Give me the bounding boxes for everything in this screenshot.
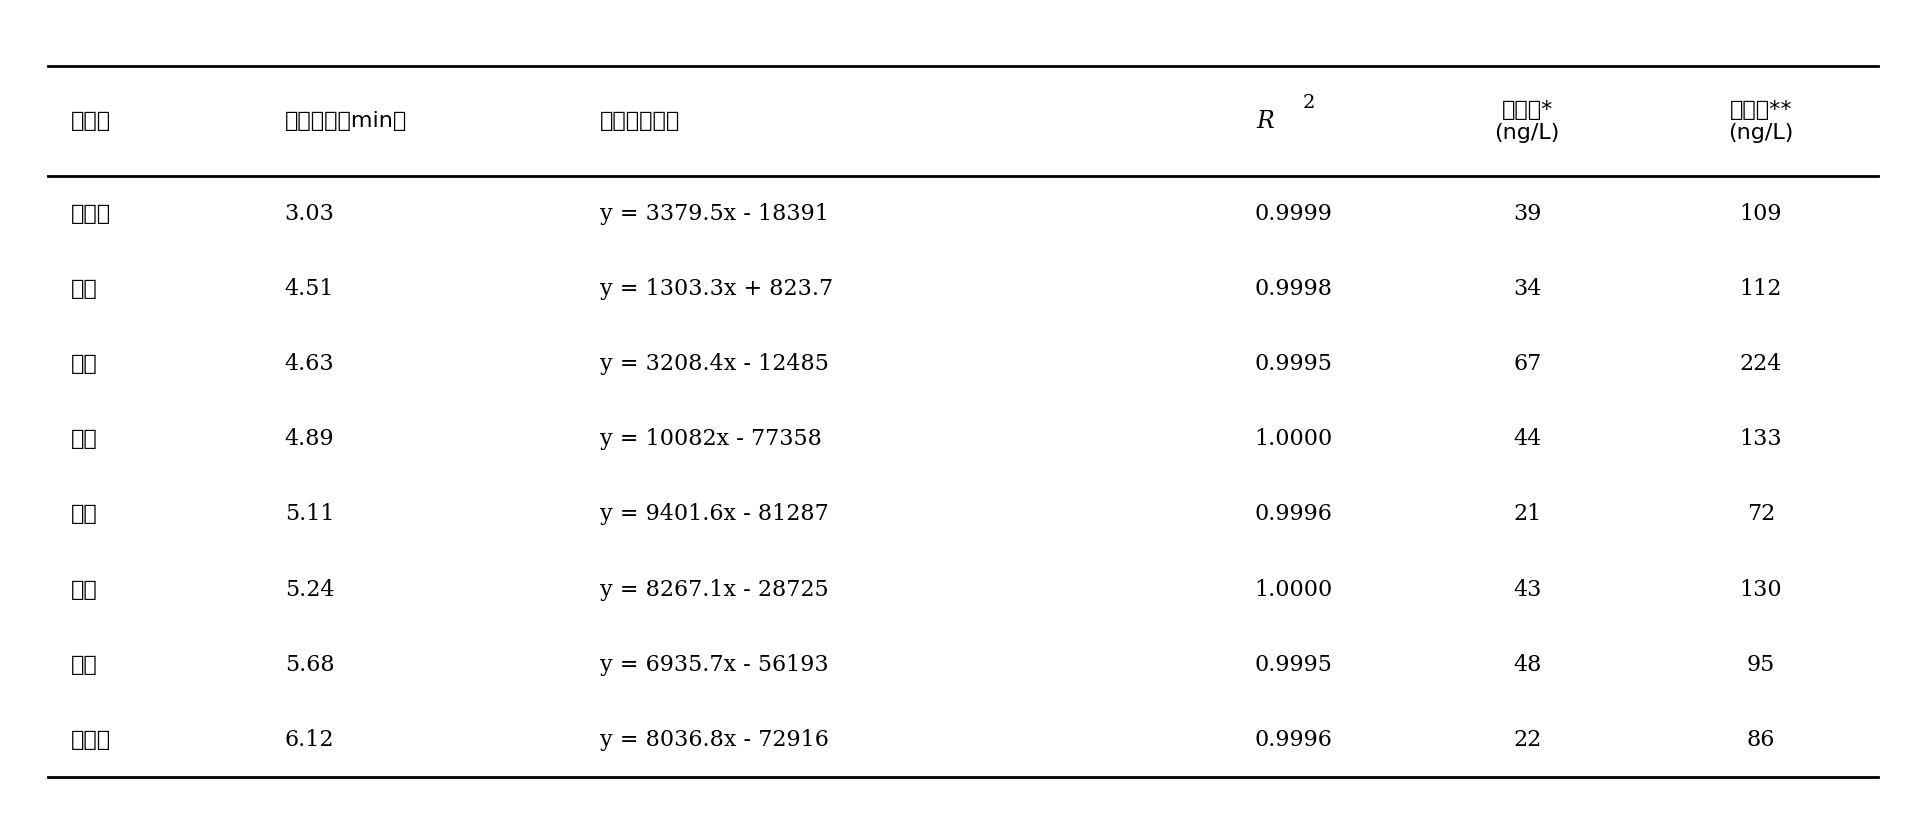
Text: R: R (1256, 110, 1275, 133)
Text: 0.9999: 0.9999 (1254, 203, 1333, 225)
Text: 72: 72 (1747, 504, 1776, 525)
Text: 4.63: 4.63 (285, 353, 335, 375)
Text: 39: 39 (1514, 203, 1541, 225)
Text: 组胺: 组胺 (71, 655, 98, 675)
Text: 43: 43 (1514, 579, 1541, 600)
Text: 尸胺: 尸胺 (71, 504, 98, 524)
Text: 色胺: 色胺 (71, 279, 98, 299)
Text: 4.51: 4.51 (285, 278, 335, 300)
Text: y = 3379.5x - 18391: y = 3379.5x - 18391 (599, 203, 828, 225)
Text: 苯乙胺: 苯乙胺 (71, 204, 112, 224)
Text: 21: 21 (1514, 504, 1541, 525)
Text: 1.0000: 1.0000 (1254, 428, 1333, 451)
Text: 22: 22 (1514, 729, 1541, 751)
Text: 0.9996: 0.9996 (1254, 729, 1333, 751)
Text: 保留时间（min）: 保留时间（min） (285, 112, 406, 131)
Text: 130: 130 (1739, 579, 1782, 600)
Text: y = 9401.6x - 81287: y = 9401.6x - 81287 (599, 504, 828, 525)
Text: 86: 86 (1747, 729, 1776, 751)
Text: 48: 48 (1514, 653, 1541, 676)
Text: 224: 224 (1739, 353, 1782, 375)
Text: y = 8267.1x - 28725: y = 8267.1x - 28725 (599, 579, 828, 600)
Text: y = 8036.8x - 72916: y = 8036.8x - 72916 (599, 729, 828, 751)
Text: 4.89: 4.89 (285, 428, 335, 451)
Text: 线性回归方程: 线性回归方程 (599, 112, 680, 131)
Text: 酪胺: 酪胺 (71, 354, 98, 374)
Text: 0.9996: 0.9996 (1254, 504, 1333, 525)
Text: y = 1303.3x + 823.7: y = 1303.3x + 823.7 (599, 278, 832, 300)
Text: y = 6935.7x - 56193: y = 6935.7x - 56193 (599, 653, 828, 676)
Text: 44: 44 (1514, 428, 1541, 451)
Text: 6.12: 6.12 (285, 729, 335, 751)
Text: 0.9998: 0.9998 (1254, 278, 1333, 300)
Text: y = 3208.4x - 12485: y = 3208.4x - 12485 (599, 353, 828, 375)
Text: 112: 112 (1739, 278, 1782, 300)
Text: 精胺: 精胺 (71, 429, 98, 449)
Text: 亚精胺: 亚精胺 (71, 729, 112, 750)
Text: 34: 34 (1514, 278, 1541, 300)
Text: 5.68: 5.68 (285, 653, 335, 676)
Text: 腐胺: 腐胺 (71, 580, 98, 600)
Text: 2: 2 (1304, 94, 1315, 112)
Text: 0.9995: 0.9995 (1254, 353, 1333, 375)
Text: 检测线*
(ng/L): 检测线* (ng/L) (1495, 100, 1560, 143)
Text: 0.9995: 0.9995 (1254, 653, 1333, 676)
Text: 67: 67 (1514, 353, 1541, 375)
Text: 133: 133 (1739, 428, 1782, 451)
Text: 3.03: 3.03 (285, 203, 335, 225)
Text: 5.11: 5.11 (285, 504, 335, 525)
Text: 109: 109 (1739, 203, 1782, 225)
Text: 生物胺: 生物胺 (71, 112, 112, 131)
Text: y = 10082x - 77358: y = 10082x - 77358 (599, 428, 822, 451)
Text: 1.0000: 1.0000 (1254, 579, 1333, 600)
Text: 95: 95 (1747, 653, 1776, 676)
Text: 定量限**
(ng/L): 定量限** (ng/L) (1728, 100, 1793, 143)
Text: 5.24: 5.24 (285, 579, 335, 600)
